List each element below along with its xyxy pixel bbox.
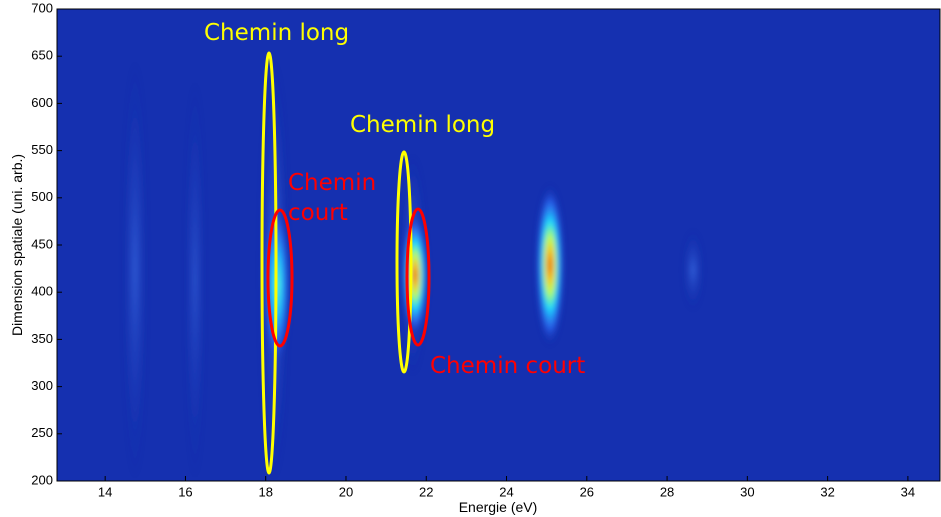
y-tick-label: 300 [31, 378, 53, 393]
image [57, 9, 940, 481]
x-tick-label: 16 [178, 484, 192, 499]
y-tick-label: 650 [31, 48, 53, 63]
x-tick-label: 26 [580, 484, 594, 499]
y-tick-label: 250 [31, 425, 53, 440]
y-tick-label: 200 [31, 472, 53, 487]
annotation: Chemin [288, 170, 376, 196]
x-tick-label: 34 [901, 484, 915, 499]
x-tick-label: 18 [258, 484, 272, 499]
y-tick-label: 600 [31, 95, 53, 110]
y-tick-label: 400 [31, 284, 53, 299]
y-tick-label: 700 [31, 0, 53, 15]
y-tick-label: 450 [31, 236, 53, 251]
annotation: Chemin court [430, 353, 585, 379]
x-tick-label: 28 [660, 484, 674, 499]
x-axis-label: Energie (eV) [459, 499, 538, 515]
x-tick-label: 14 [98, 484, 112, 499]
y-tick-label: 550 [31, 142, 53, 157]
y-axis-label: Dimension spatiale (uni. arb.) [9, 154, 25, 336]
y-tick-label: 500 [31, 189, 53, 204]
x-tick-label: 20 [339, 484, 353, 499]
y-tick-label: 350 [31, 331, 53, 346]
annotation: Chemin long [204, 20, 349, 46]
x-tick-label: 24 [499, 484, 513, 499]
x-tick-label: 22 [419, 484, 433, 499]
annotation: Chemin long [350, 112, 495, 138]
x-tick-label: 30 [740, 484, 754, 499]
x-tick-label: 32 [820, 484, 834, 499]
annotation: court [288, 200, 348, 226]
